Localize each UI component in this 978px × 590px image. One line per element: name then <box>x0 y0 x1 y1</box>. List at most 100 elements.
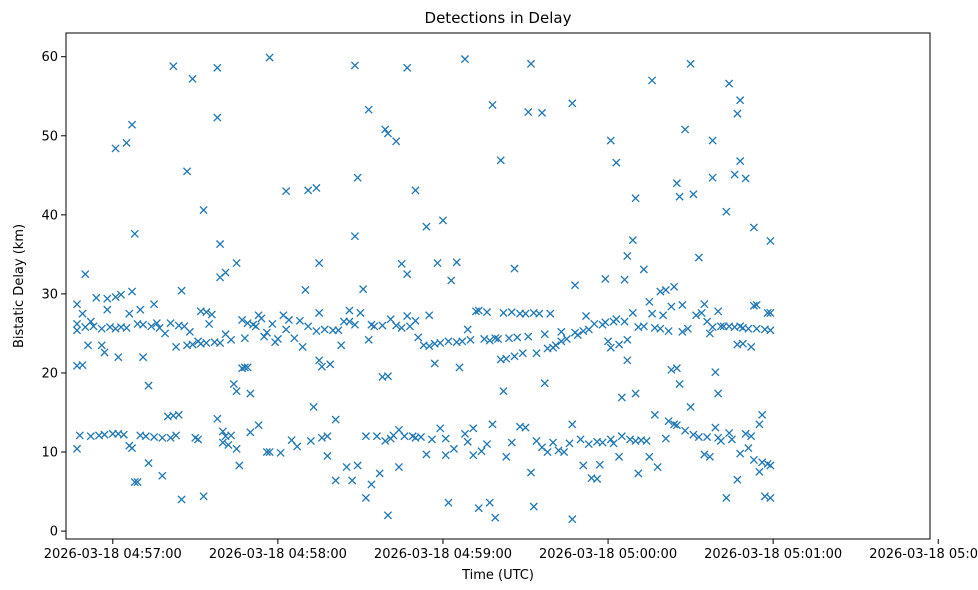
data-point <box>766 461 775 470</box>
data-point <box>199 492 208 501</box>
data-point <box>323 432 332 441</box>
data-point <box>736 157 745 166</box>
data-point <box>686 402 695 412</box>
data-point <box>570 281 580 290</box>
data-point <box>581 311 591 321</box>
data-point <box>268 319 277 329</box>
data-point <box>463 325 472 334</box>
data-point <box>755 420 764 429</box>
data-point <box>86 432 95 441</box>
data-point <box>592 474 602 483</box>
data-point <box>711 423 720 432</box>
data-point <box>127 444 137 453</box>
data-point <box>97 341 106 350</box>
data-point <box>331 476 340 485</box>
data-point <box>438 216 448 225</box>
data-point <box>590 319 599 329</box>
data-point <box>675 192 684 201</box>
data-point <box>670 420 679 429</box>
data-point <box>72 319 82 329</box>
y-axis-ticks: 0 10 20 30 40 50 60 <box>41 50 66 540</box>
data-point <box>383 129 392 138</box>
data-point <box>491 513 500 522</box>
data-point <box>469 451 478 460</box>
data-point <box>356 308 365 317</box>
data-point <box>78 309 87 318</box>
data-point <box>469 424 478 433</box>
data-point <box>202 308 211 317</box>
data-point <box>444 498 453 507</box>
data-point <box>681 426 690 435</box>
data-point <box>565 439 574 448</box>
data-point <box>615 452 624 461</box>
data-point <box>257 314 266 323</box>
data-point <box>628 308 637 317</box>
data-point <box>568 420 577 429</box>
data-point <box>378 321 387 330</box>
data-point <box>482 440 492 449</box>
data-point <box>125 309 134 318</box>
data-point <box>659 311 668 320</box>
data-point <box>136 305 145 314</box>
data-point <box>392 321 401 330</box>
data-point <box>766 326 775 335</box>
data-point <box>504 334 514 343</box>
data-point <box>403 63 412 72</box>
y-tick-label: 0 <box>50 525 58 540</box>
data-point <box>144 381 153 390</box>
data-point <box>615 340 624 349</box>
data-point <box>507 438 516 447</box>
data-point <box>623 251 632 261</box>
data-point <box>441 434 450 443</box>
data-point <box>513 333 522 342</box>
data-point <box>188 340 197 349</box>
data-point <box>350 232 359 241</box>
data-point <box>741 429 750 438</box>
data-point <box>645 452 654 461</box>
data-point <box>678 327 687 336</box>
data-point <box>543 447 552 457</box>
data-point <box>631 389 640 398</box>
data-point <box>394 462 404 472</box>
x-tick-label: 2026-03-18 05:02:00 <box>869 547 978 562</box>
data-point <box>232 259 241 268</box>
data-point <box>213 113 222 122</box>
data-point <box>240 363 249 372</box>
data-point <box>620 317 629 326</box>
data-point <box>727 435 736 444</box>
data-point <box>736 449 745 458</box>
data-point <box>425 342 434 351</box>
data-point <box>381 125 390 134</box>
data-point <box>383 511 392 520</box>
data-point <box>562 334 571 344</box>
data-points <box>72 53 775 524</box>
data-point <box>656 324 665 333</box>
data-point <box>304 322 313 331</box>
data-point <box>568 99 577 108</box>
data-point <box>304 186 313 195</box>
plot-background <box>66 33 930 539</box>
data-point <box>425 311 434 320</box>
data-point <box>766 236 775 245</box>
data-point <box>471 307 481 316</box>
data-point <box>166 433 175 442</box>
x-tick-label: 2026-03-18 04:58:00 <box>209 547 347 562</box>
data-point <box>400 432 409 441</box>
data-point <box>86 317 95 326</box>
data-point <box>127 287 137 296</box>
data-point <box>551 341 560 350</box>
data-point <box>648 309 657 318</box>
data-point <box>766 308 775 317</box>
data-point <box>359 285 368 294</box>
data-point <box>703 432 712 442</box>
data-point <box>648 76 657 85</box>
data-point <box>433 259 442 268</box>
data-point <box>149 300 159 309</box>
data-point <box>686 59 695 68</box>
data-point <box>507 308 516 317</box>
data-point <box>381 436 390 446</box>
data-point <box>177 286 186 295</box>
data-point <box>642 436 651 446</box>
data-point <box>631 194 640 203</box>
data-point <box>705 452 714 461</box>
